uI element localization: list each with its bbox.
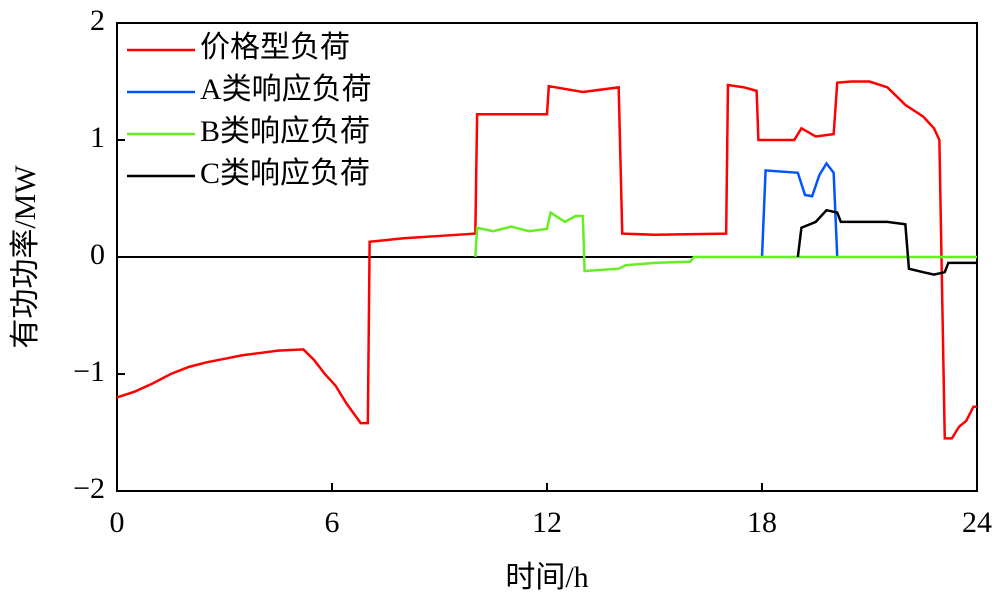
x-tick-label: 18 <box>747 506 777 539</box>
x-axis-label: 时间/h <box>505 561 588 594</box>
legend-label: A类响应负荷 <box>200 73 372 106</box>
series-line <box>760 161 839 258</box>
y-tick-label: −2 <box>73 472 105 505</box>
y-tick-label: 2 <box>90 4 105 37</box>
x-tick-label: 12 <box>532 506 562 539</box>
x-tick-label: 24 <box>962 506 992 539</box>
y-tick-label: 1 <box>90 121 105 154</box>
series-line <box>796 208 977 276</box>
y-axis-label: 有功功率/MW <box>9 165 42 349</box>
series-line <box>474 210 977 273</box>
x-tick-label: 0 <box>110 506 125 539</box>
legend-label: 价格型负荷 <box>200 31 350 64</box>
y-tick-label: 0 <box>90 238 105 271</box>
x-tick-label: 6 <box>325 506 340 539</box>
series-line <box>116 80 977 440</box>
y-tick-label: −1 <box>73 355 105 388</box>
legend-label: B类响应负荷 <box>200 115 370 148</box>
legend-label: C类响应负荷 <box>200 157 370 190</box>
